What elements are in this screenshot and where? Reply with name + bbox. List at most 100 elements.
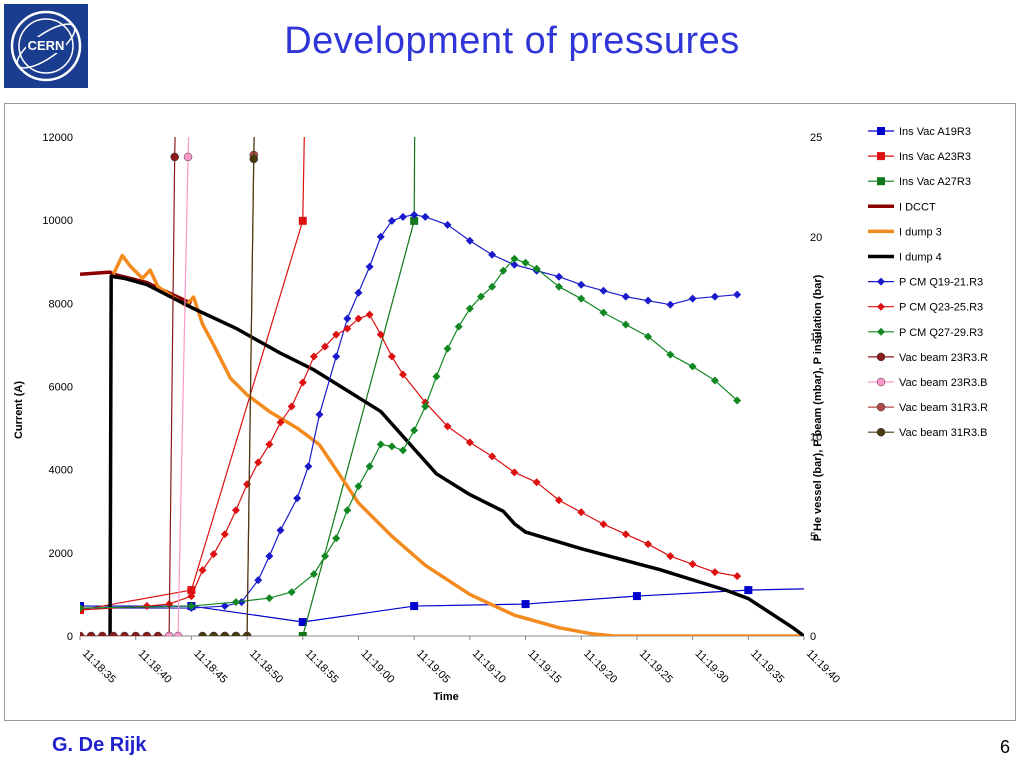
data-point-p-cm-q19-21-r3: [343, 314, 352, 323]
data-point-p-cm-q19-21-r3: [666, 300, 675, 309]
data-point-p-cm-q27-29-r3: [710, 376, 719, 385]
data-point-p-cm-q23-25-r3: [265, 440, 274, 449]
legend-marker-p-cm-q23-25-r3: [877, 302, 885, 311]
data-point-p-cm-q23-25-r3: [399, 370, 408, 379]
x-tick-label: 11:19:05: [414, 648, 452, 686]
data-point-p-cm-q23-25-r3: [443, 422, 452, 431]
data-point-p-cm-q23-25-r3: [387, 352, 396, 361]
data-point-p-cm-q19-21-r3: [237, 598, 246, 607]
legend-label: Ins Vac A23R3: [899, 151, 971, 163]
data-point-p-cm-q23-25-r3: [365, 310, 374, 319]
data-point-p-cm-q27-29-r3: [321, 552, 330, 561]
legend-label: I DCCT: [899, 201, 936, 213]
series-line-i-dump-3: [111, 253, 804, 636]
y-left-tick-label: 0: [67, 631, 73, 643]
data-point-ins-vac-a19r3: [521, 600, 530, 609]
data-point-p-cm-q23-25-r3: [599, 520, 608, 529]
y-left-tick-label: 4000: [49, 465, 73, 477]
y-left-tick-label: 12000: [42, 132, 73, 144]
x-tick-label: 11:19:35: [748, 648, 786, 686]
x-tick-label: 11:19:20: [581, 648, 619, 686]
data-point-vac-beam-23r3-r: [120, 631, 129, 636]
legend-label: Vac beam 23R3.B: [899, 377, 987, 389]
data-point-p-cm-q27-29-r3: [399, 446, 408, 455]
data-point-p-cm-q19-21-r3: [304, 462, 313, 471]
data-point-p-cm-q27-29-r3: [309, 570, 318, 579]
series-line-p-cm-q27-29-r3: [80, 258, 738, 609]
data-point-p-cm-q19-21-r3: [265, 552, 274, 561]
data-point-vac-beam-23r3-r: [80, 631, 85, 636]
data-point-ins-vac-a27r3: [410, 216, 419, 225]
data-point-p-cm-q23-25-r3: [209, 550, 218, 559]
data-point-p-cm-q27-29-r3: [521, 258, 530, 267]
data-point-p-cm-q23-25-r3: [187, 592, 196, 601]
legend-label: Ins Vac A19R3: [899, 126, 971, 138]
x-tick-label: 11:18:35: [80, 648, 118, 686]
data-point-p-cm-q19-21-r3: [254, 576, 263, 585]
data-point-vac-beam-23r3-b: [183, 152, 193, 162]
legend-label: I dump 3: [899, 226, 942, 238]
data-point-p-cm-q19-21-r3: [621, 292, 630, 301]
legend-marker-vac-beam-31r3-r: [876, 402, 886, 412]
series-line-vac-beam-23r3-r: [80, 137, 176, 636]
x-tick-label: 11:18:50: [247, 648, 285, 686]
data-point-p-cm-q19-21-r3: [220, 602, 229, 611]
data-point-p-cm-q23-25-r3: [666, 552, 675, 561]
data-point-p-cm-q27-29-r3: [577, 294, 586, 303]
data-point-vac-beam-31r3-b: [249, 154, 259, 164]
data-point-p-cm-q19-21-r3: [688, 294, 697, 303]
data-point-p-cm-q27-29-r3: [287, 588, 296, 597]
data-point-p-cm-q23-25-r3: [321, 342, 330, 351]
x-tick-label: 11:18:40: [136, 648, 174, 686]
data-point-p-cm-q27-29-r3: [332, 534, 341, 543]
legend-marker-vac-beam-31r3-b: [876, 427, 886, 437]
data-point-p-cm-q23-25-r3: [254, 458, 263, 467]
data-point-p-cm-q23-25-r3: [354, 314, 363, 323]
data-point-p-cm-q27-29-r3: [644, 332, 653, 341]
data-point-vac-beam-23r3-r: [170, 152, 179, 162]
data-point-p-cm-q19-21-r3: [488, 250, 497, 259]
chart-series-group: [80, 137, 804, 636]
data-point-p-cm-q19-21-r3: [510, 260, 519, 269]
data-point-p-cm-q19-21-r3: [399, 212, 408, 221]
data-point-p-cm-q27-29-r3: [454, 322, 463, 331]
y-right-tick-label: 5: [810, 531, 816, 543]
data-point-vac-beam-23r3-r: [131, 631, 140, 636]
data-point-vac-beam-23r3-b: [173, 631, 183, 636]
legend-marker-vac-beam-23r3-b: [876, 377, 886, 387]
data-point-p-cm-q23-25-r3: [198, 566, 207, 575]
data-point-p-cm-q27-29-r3: [354, 482, 363, 491]
data-point-p-cm-q23-25-r3: [276, 418, 285, 427]
data-point-p-cm-q27-29-r3: [231, 598, 240, 607]
data-point-p-cm-q27-29-r3: [432, 372, 441, 381]
data-point-p-cm-q23-25-r3: [243, 480, 252, 489]
data-point-ins-vac-a19r3: [410, 602, 419, 611]
legend-label: Vac beam 31R3.B: [899, 427, 987, 439]
data-point-p-cm-q19-21-r3: [315, 410, 324, 419]
legend-marker-ins-vac-a19r3: [877, 127, 885, 135]
y-left-axis-title: Current (A): [13, 381, 25, 439]
legend-marker-ins-vac-a27r3: [877, 177, 885, 186]
legend-label: Vac beam 31R3.R: [899, 402, 988, 414]
data-point-vac-beam-31r3-b: [209, 631, 218, 636]
data-point-p-cm-q23-25-r3: [554, 496, 563, 505]
y-left-tick-label: 10000: [42, 215, 73, 227]
series-line-p-cm-q23-25-r3: [80, 314, 738, 611]
data-point-p-cm-q27-29-r3: [599, 308, 608, 317]
data-point-p-cm-q27-29-r3: [465, 304, 474, 313]
data-point-p-cm-q27-29-r3: [365, 462, 374, 471]
data-point-vac-beam-31r3-b: [220, 631, 230, 636]
cern-logo: CERN: [4, 4, 88, 88]
legend-label: P CM Q19-21.R3: [899, 277, 983, 289]
data-point-ins-vac-a23r3: [298, 216, 307, 225]
y-right-axis-title: P He vessel (bar), P beam (mbar), P insu…: [812, 274, 824, 541]
author-name: G. De Rijk: [52, 734, 147, 756]
y-right-tick-label: 20: [810, 232, 822, 244]
data-point-p-cm-q19-21-r3: [365, 262, 374, 271]
data-point-p-cm-q19-21-r3: [554, 272, 563, 281]
data-point-p-cm-q23-25-r3: [142, 602, 151, 611]
data-point-ins-vac-a23r3: [187, 586, 196, 595]
data-point-p-cm-q27-29-r3: [688, 362, 697, 371]
legend-label: I dump 4: [899, 252, 942, 264]
legend-label: Ins Vac A27R3: [899, 176, 971, 188]
